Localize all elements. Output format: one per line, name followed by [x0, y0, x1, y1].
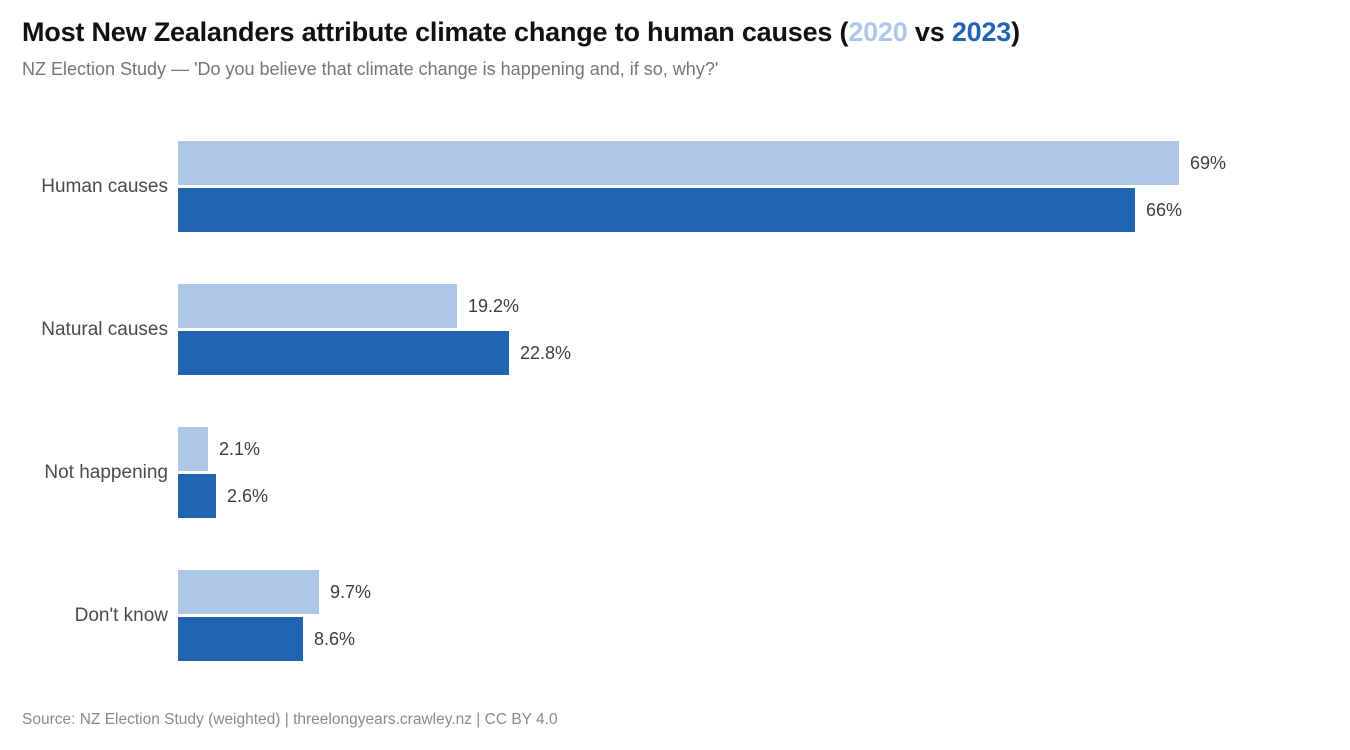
bar-2023-not-happening: [178, 474, 216, 518]
category-row-human-causes: Human causes 69% 66%: [0, 141, 1350, 232]
title-text-mid: vs: [907, 17, 952, 47]
title-text-prefix: Most New Zealanders attribute climate ch…: [22, 17, 849, 47]
title-year-2023: 2023: [951, 17, 1012, 47]
value-label-2020: 19.2%: [468, 295, 520, 316]
bar-2020-dont-know: [178, 570, 319, 614]
bar-2020-human-causes: [178, 141, 1179, 185]
bar-group: 19.2% 22.8%: [178, 284, 1350, 375]
chart-subtitle: NZ Election Study — 'Do you believe that…: [22, 59, 719, 79]
value-label-2023: 22.8%: [520, 342, 572, 363]
bar-2023-dont-know: [178, 617, 303, 661]
bar-group: 9.7% 8.6%: [178, 570, 1350, 661]
bar-2023-human-causes: [178, 188, 1135, 232]
category-label: Don't know: [74, 604, 168, 626]
source-attribution: Source: NZ Election Study (weighted) | t…: [22, 711, 558, 728]
value-label-2020: 69%: [1190, 152, 1227, 173]
title-text-suffix: ): [1011, 17, 1020, 47]
chart-title: Most New Zealanders attribute climate ch…: [22, 16, 1350, 48]
category-row-not-happening: Not happening 2.1% 2.6%: [0, 427, 1350, 518]
bar-2020-not-happening: [178, 427, 208, 471]
bar-2023-natural-causes: [178, 331, 509, 375]
category-label: Not happening: [44, 461, 168, 483]
title-year-2020: 2020: [848, 17, 908, 47]
bar-group: 2.1% 2.6%: [178, 427, 1350, 518]
value-label-2023: 8.6%: [314, 628, 356, 649]
value-label-2023: 2.6%: [227, 485, 269, 506]
value-label-2020: 9.7%: [330, 581, 372, 602]
bar-group: 69% 66%: [178, 141, 1350, 232]
category-label: Natural causes: [41, 318, 168, 340]
category-row-dont-know: Don't know 9.7% 8.6%: [0, 570, 1350, 661]
value-label-2023: 66%: [1146, 199, 1183, 220]
category-row-natural-causes: Natural causes 19.2% 22.8%: [0, 284, 1350, 375]
bar-2020-natural-causes: [178, 284, 457, 328]
value-label-2020: 2.1%: [219, 438, 261, 459]
bar-chart-plot-area: Human causes 69% 66% Natural causes 19.2…: [0, 141, 1350, 661]
category-label: Human causes: [41, 175, 168, 197]
